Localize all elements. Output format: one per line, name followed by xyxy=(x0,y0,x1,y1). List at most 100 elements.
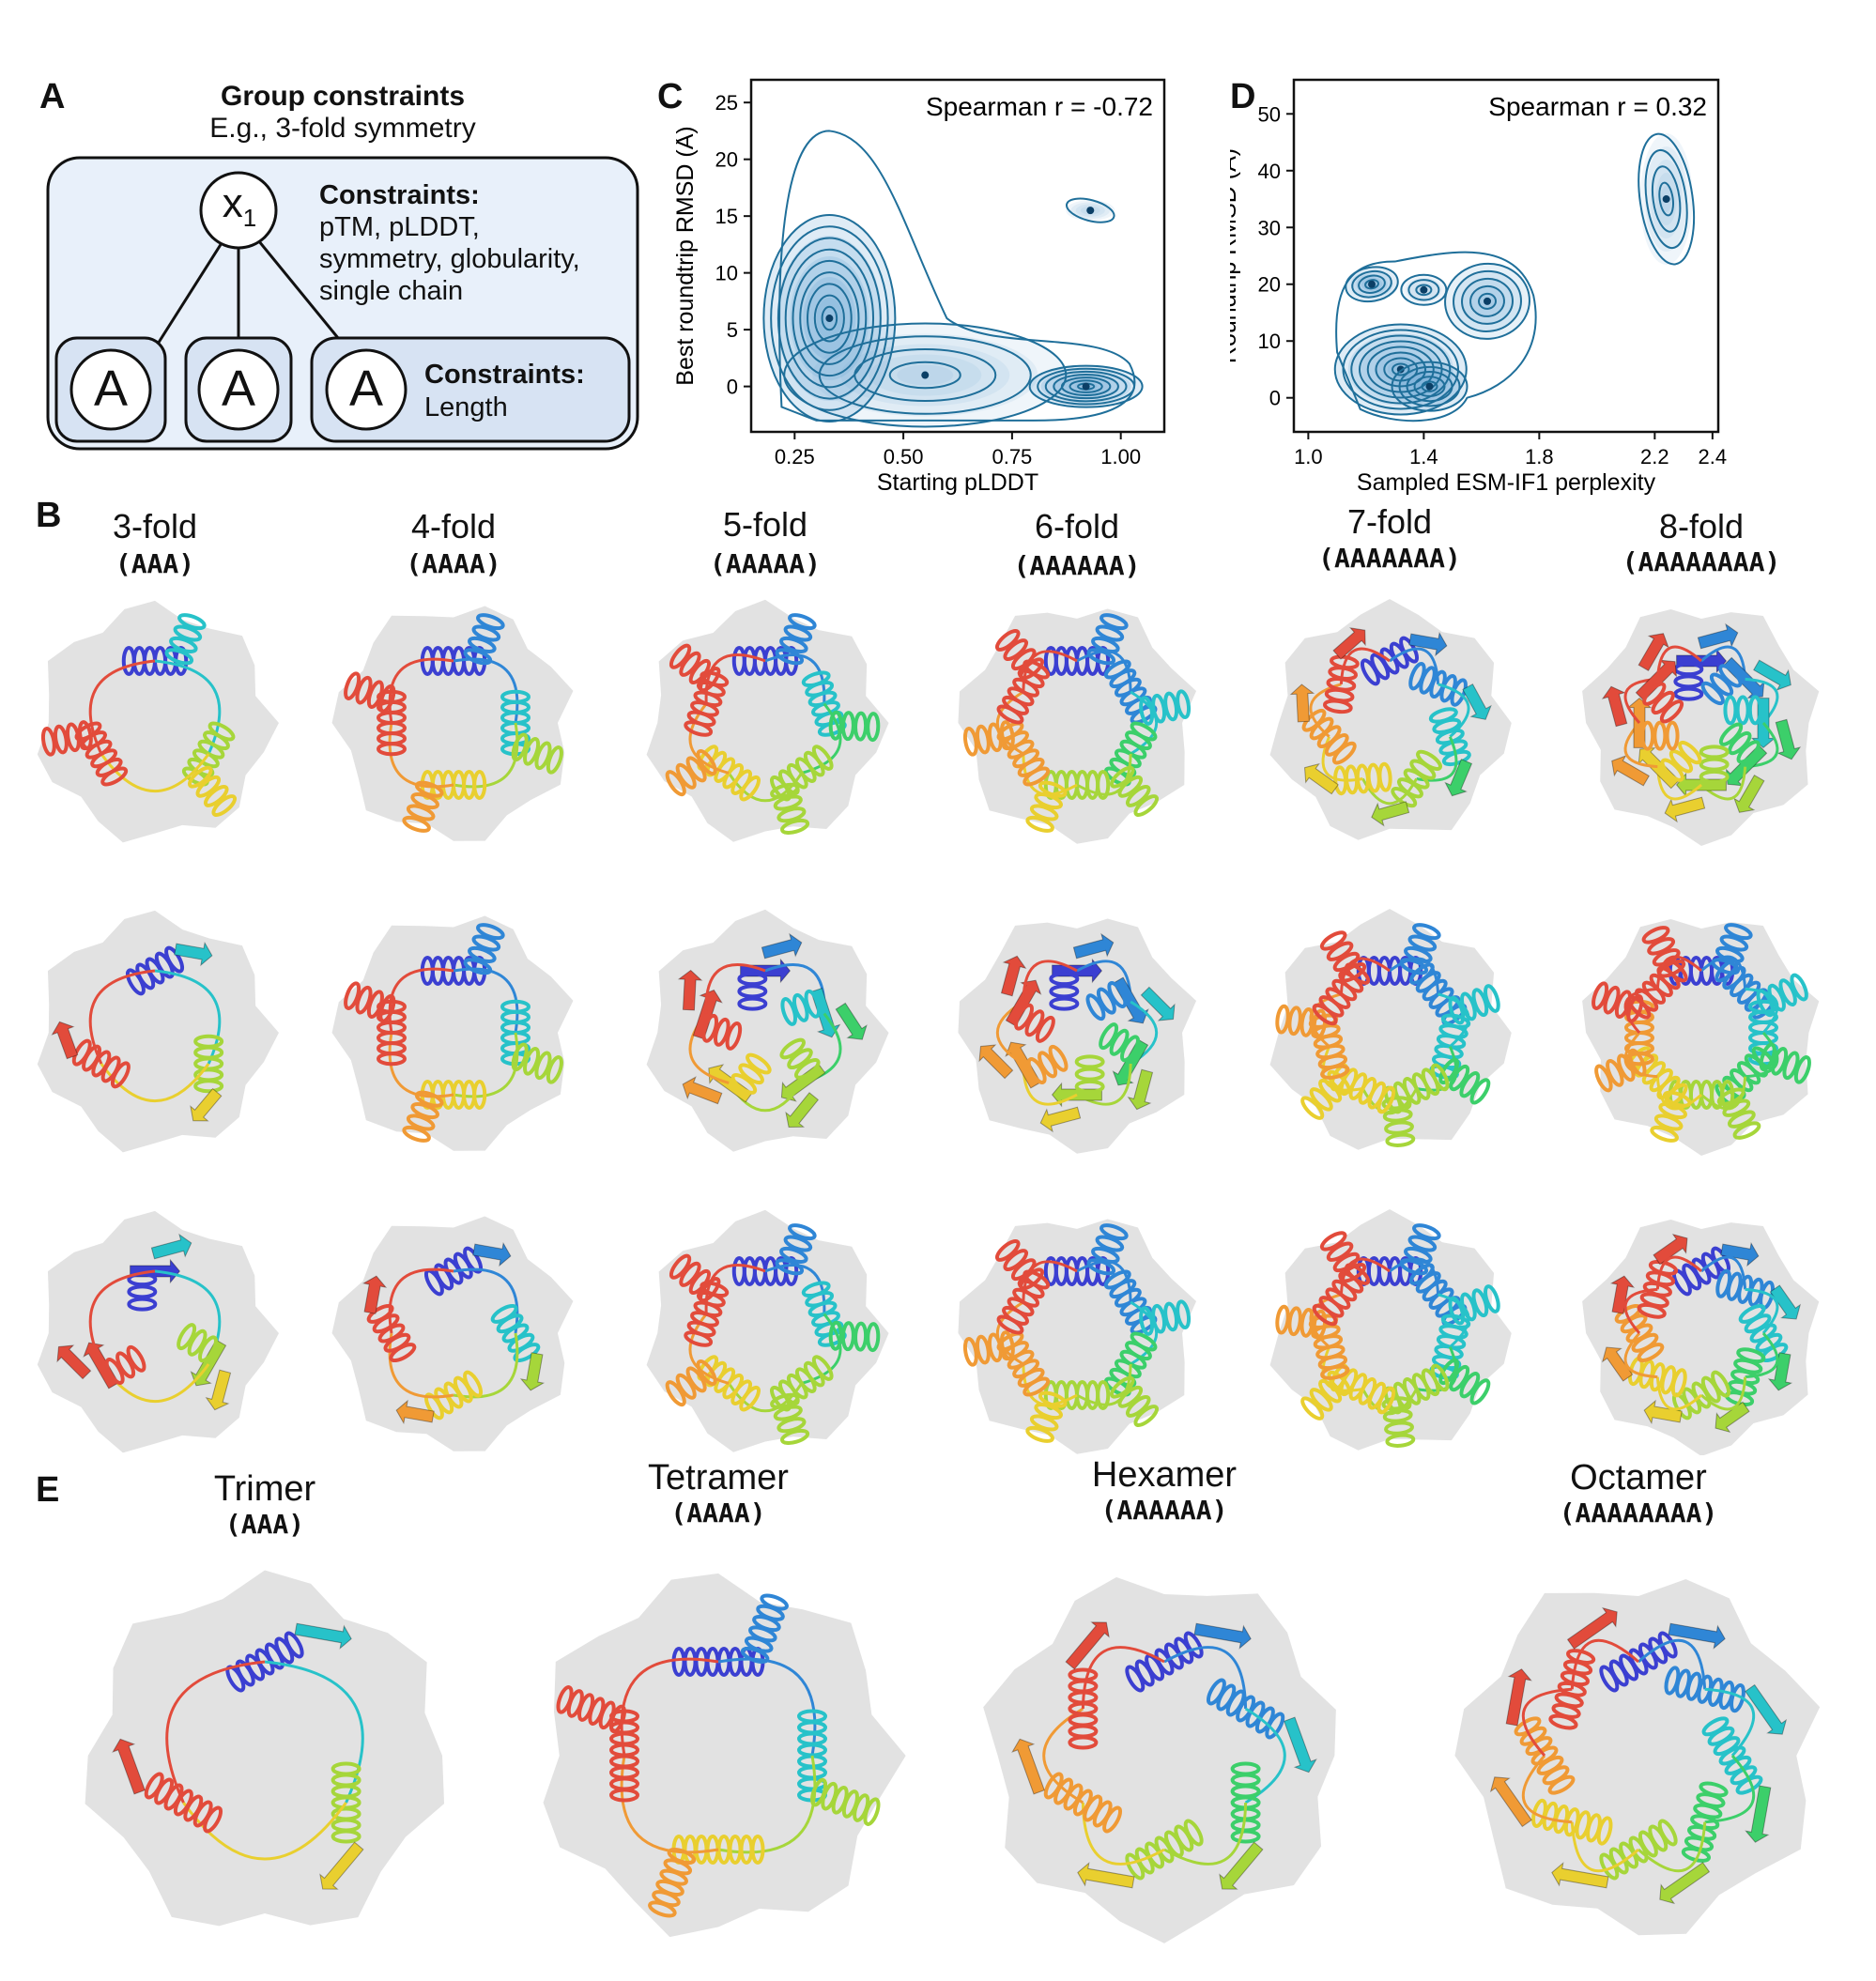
constraint-tree-diagram xyxy=(46,156,639,451)
x-axis-label: Starting pLDDT xyxy=(877,469,1038,496)
x-tick-label: 0.75 xyxy=(992,445,1032,468)
coil xyxy=(388,1032,454,1098)
helix xyxy=(1025,780,1068,833)
helix xyxy=(1103,1269,1158,1335)
contour-line xyxy=(792,259,868,377)
helix xyxy=(737,972,768,1011)
coil xyxy=(1704,1687,1756,1757)
coil xyxy=(620,1657,719,1757)
coil xyxy=(1570,1638,1639,1690)
root-node-label: x1 xyxy=(205,180,274,233)
symmetry-title-6: 6-fold xyxy=(1034,507,1120,545)
contour-line xyxy=(821,305,838,331)
contour-line xyxy=(813,294,845,343)
contour-line xyxy=(853,348,997,403)
oligomer-title-1: Tetramer xyxy=(648,1458,789,1497)
helix xyxy=(1074,1054,1105,1094)
helix xyxy=(344,671,396,714)
helix xyxy=(779,1037,821,1080)
surface-shadow xyxy=(331,1216,574,1451)
beta-strand xyxy=(83,1342,119,1390)
coil xyxy=(1638,1638,1707,1690)
beta-strand xyxy=(319,1841,364,1890)
contour-line xyxy=(1469,284,1505,317)
oligomer-title-0: Trimer xyxy=(213,1469,316,1509)
helix xyxy=(1068,1667,1099,1750)
panel-e-label: E xyxy=(36,1470,60,1510)
helix xyxy=(1099,1022,1140,1063)
beta-strand xyxy=(1219,1841,1264,1890)
contour-line xyxy=(784,248,875,389)
helix xyxy=(810,1777,881,1826)
beta-strand xyxy=(294,1622,352,1650)
coil xyxy=(620,1755,719,1854)
root-node-subscript: 1 xyxy=(242,203,257,232)
contour-line xyxy=(888,361,961,390)
spearman-annotation: Spearman r = 0.32 xyxy=(1488,92,1707,121)
contour-line xyxy=(1407,279,1440,301)
oligomer-code-3: (AAAAAAAA) xyxy=(1559,1497,1718,1528)
coil xyxy=(1022,960,1078,1003)
contour-line xyxy=(777,237,882,400)
contour-line xyxy=(1345,266,1399,303)
structure-5fold-row1 xyxy=(646,599,889,842)
x-tick-label: 0.50 xyxy=(884,445,924,468)
helix xyxy=(164,613,207,666)
structure-3fold-row1 xyxy=(37,600,279,843)
coil xyxy=(1638,1821,1707,1873)
beta-strand xyxy=(1753,659,1791,691)
chart-d-roundtrip-vs-perplexity: 1.0 1.4 1.8 2.2 2.4 0 10 20 30 40 50 Sampled ESM-IF… xyxy=(1230,78,1727,496)
helix xyxy=(828,710,881,743)
helix xyxy=(177,1323,218,1363)
helix xyxy=(144,1772,223,1834)
coil xyxy=(1022,650,1078,693)
chart-c-roundtrip-vs-plddt: 0.25 0.50 0.75 1.00 0 5 10 15 20 25 Starting pLDDT… xyxy=(676,78,1166,496)
child-node-3 xyxy=(325,348,407,431)
beta-strand xyxy=(1140,986,1176,1021)
density-peak xyxy=(1368,280,1376,288)
density-layer xyxy=(762,130,1144,428)
helix xyxy=(490,1303,541,1363)
coil xyxy=(1623,722,1658,769)
contour-line xyxy=(1053,374,1119,400)
contour-line xyxy=(1461,277,1514,325)
contour-line xyxy=(770,225,889,411)
coil xyxy=(165,1660,266,1804)
symmetry-code-0: (AAA) xyxy=(115,548,195,579)
contour-line xyxy=(1638,132,1696,266)
y-axis-label: Best roundtrip RMSD (Å) xyxy=(676,126,699,385)
y-tick-label: 0 xyxy=(1269,387,1281,410)
coil xyxy=(1745,722,1779,769)
contour-line xyxy=(1358,274,1386,294)
x-tick-label: 1.0 xyxy=(1294,445,1323,468)
helix xyxy=(1438,1358,1491,1405)
helix xyxy=(402,1090,444,1143)
beta-strand xyxy=(1193,1622,1252,1650)
coil xyxy=(1623,987,1658,1034)
contour-line xyxy=(1415,284,1433,297)
symmetry-title-4: 4-fold xyxy=(410,507,497,545)
structure-3fold-row2 xyxy=(37,910,279,1153)
coil xyxy=(1339,647,1391,684)
helix xyxy=(1660,740,1702,782)
beta-strand xyxy=(1664,796,1706,823)
beta-strand xyxy=(395,1399,435,1425)
structure-6fold-row1 xyxy=(958,608,1197,844)
coil xyxy=(1745,987,1779,1034)
coil xyxy=(1655,766,1702,801)
helix xyxy=(188,765,238,817)
helix xyxy=(1086,1223,1129,1276)
oligomer-title-3: Octamer xyxy=(1570,1458,1707,1497)
root-constraints-line-3: single chain xyxy=(319,276,464,306)
helix xyxy=(1399,923,1441,975)
coil xyxy=(388,1332,454,1399)
helix xyxy=(731,646,799,676)
child-node-label-1: A xyxy=(93,361,129,417)
beta-strand xyxy=(1039,1106,1082,1133)
structure-4fold-row3 xyxy=(331,1216,574,1451)
beta-strand xyxy=(1065,1621,1110,1670)
oligomer-structure-3 xyxy=(1454,1579,1821,1936)
beta-strand xyxy=(1127,1068,1154,1111)
beta-strand xyxy=(1745,1683,1788,1735)
coil xyxy=(717,1657,817,1757)
